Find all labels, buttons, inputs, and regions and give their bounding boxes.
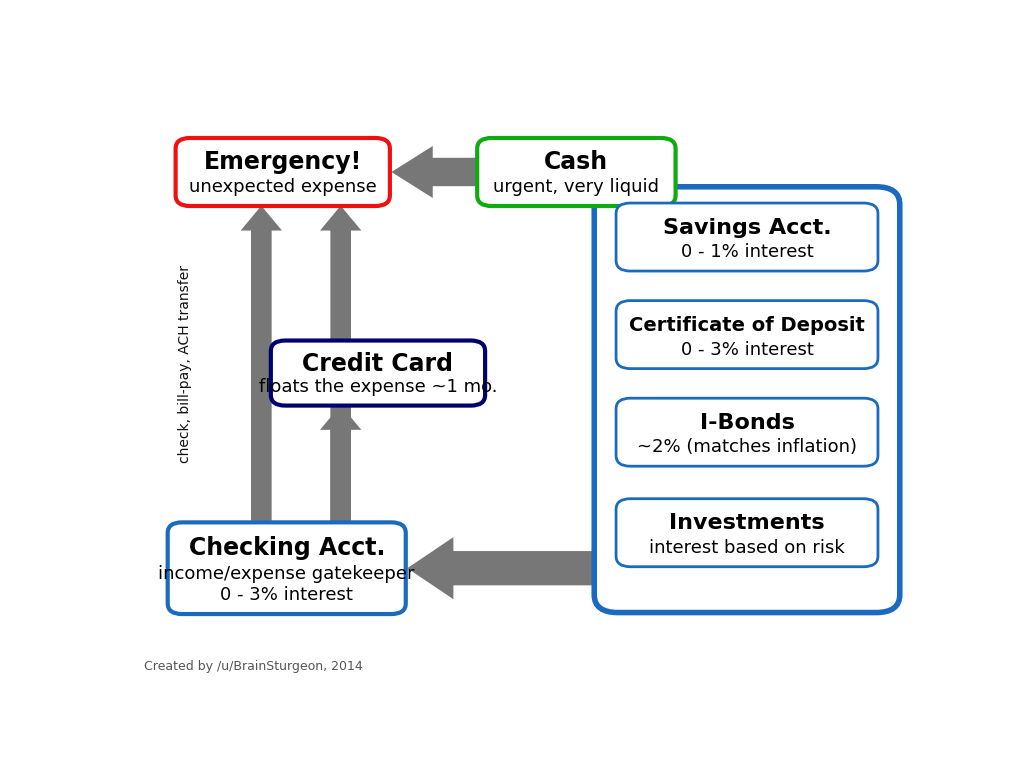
Text: check, bill-pay, ACH transfer: check, bill-pay, ACH transfer xyxy=(178,265,193,463)
Text: urgent, very liquid: urgent, very liquid xyxy=(494,178,659,196)
Text: Created by /u/BrainSturgeon, 2014: Created by /u/BrainSturgeon, 2014 xyxy=(143,660,362,673)
Text: floats the expense ~1 mo.: floats the expense ~1 mo. xyxy=(259,379,498,396)
Text: Credit Card: Credit Card xyxy=(302,352,454,376)
Polygon shape xyxy=(408,537,592,599)
Text: interest based on risk: interest based on risk xyxy=(649,538,845,557)
FancyBboxPatch shape xyxy=(594,187,900,613)
FancyBboxPatch shape xyxy=(270,340,485,406)
Text: Checking Acct.: Checking Acct. xyxy=(188,536,385,560)
FancyBboxPatch shape xyxy=(616,300,878,369)
Text: 0 - 3% interest: 0 - 3% interest xyxy=(681,340,813,359)
FancyBboxPatch shape xyxy=(176,138,390,206)
Text: Emergency!: Emergency! xyxy=(204,151,361,174)
Text: Savings Acct.: Savings Acct. xyxy=(663,217,831,237)
FancyBboxPatch shape xyxy=(477,138,676,206)
Polygon shape xyxy=(241,206,282,521)
Text: unexpected expense: unexpected expense xyxy=(188,178,377,196)
FancyBboxPatch shape xyxy=(168,522,406,614)
Text: Investments: Investments xyxy=(670,513,824,533)
Polygon shape xyxy=(321,206,361,521)
FancyBboxPatch shape xyxy=(616,398,878,466)
Text: Certificate of Deposit: Certificate of Deposit xyxy=(629,316,865,335)
Text: ~2% (matches inflation): ~2% (matches inflation) xyxy=(637,439,857,456)
Polygon shape xyxy=(391,146,479,198)
Text: 0 - 1% interest: 0 - 1% interest xyxy=(681,243,813,261)
FancyBboxPatch shape xyxy=(616,203,878,271)
Text: income/expense gatekeeper
0 - 3% interest: income/expense gatekeeper 0 - 3% interes… xyxy=(159,565,415,604)
Text: Cash: Cash xyxy=(545,151,608,174)
Polygon shape xyxy=(321,405,361,521)
FancyBboxPatch shape xyxy=(616,498,878,567)
Text: I-Bonds: I-Bonds xyxy=(699,412,795,432)
